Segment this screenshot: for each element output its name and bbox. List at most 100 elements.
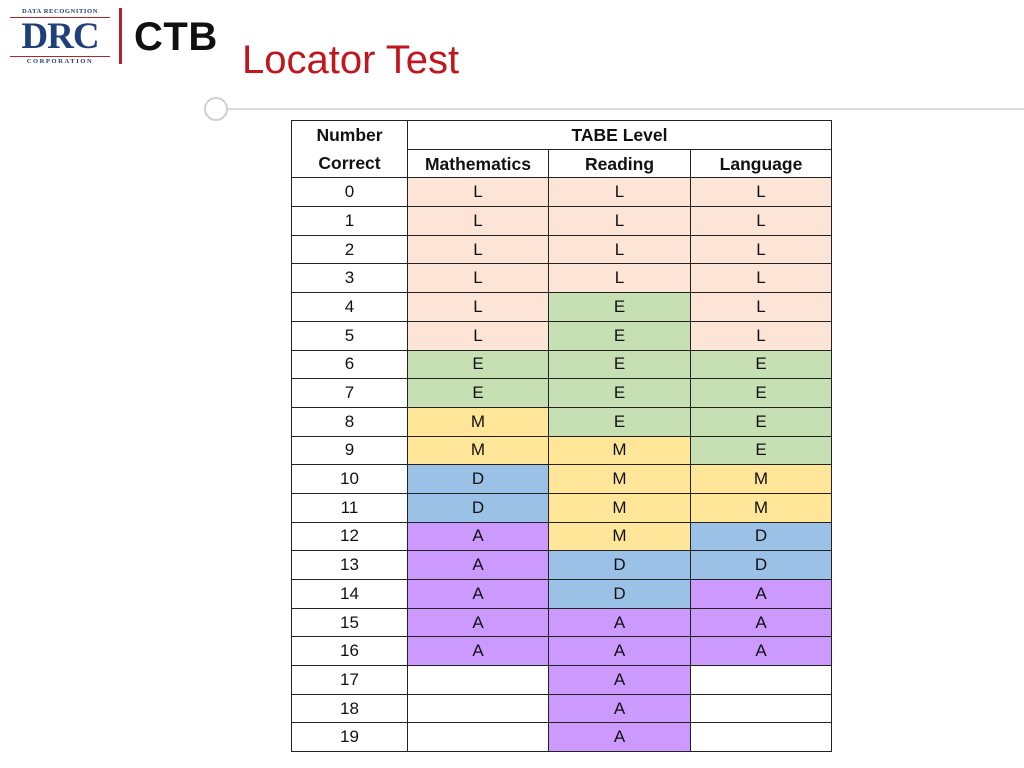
table-row: 15 A A A: [291, 607, 832, 638]
reading-level-cell: A: [548, 722, 691, 753]
ctb-logo-text: CTB: [134, 15, 218, 59]
mathematics-level-cell: A: [407, 607, 549, 638]
title-divider-circle: [204, 97, 228, 121]
language-level-cell: E: [690, 378, 832, 408]
title-divider-line: [216, 108, 1024, 110]
drc-logo-bottom-rule: [10, 56, 110, 57]
number-correct-cell: 6: [291, 349, 408, 380]
mathematics-level-cell: L: [407, 177, 549, 208]
reading-level-cell: M: [548, 521, 691, 552]
number-correct-cell: 11: [291, 492, 408, 523]
number-correct-cell: 9: [291, 435, 408, 466]
header-language: Language: [690, 148, 832, 179]
reading-level-cell: M: [548, 492, 691, 523]
number-correct-cell: 4: [291, 292, 408, 322]
language-level-cell: M: [690, 492, 832, 523]
language-level-cell: D: [690, 521, 832, 552]
language-level-cell: L: [690, 234, 832, 265]
table-row: 14 A D A: [291, 579, 832, 609]
reading-level-cell: E: [548, 378, 691, 408]
number-correct-cell: 15: [291, 607, 408, 638]
number-correct-cell: 16: [291, 636, 408, 667]
language-level-cell: L: [690, 206, 832, 236]
language-level-cell: E: [690, 435, 832, 466]
mathematics-level-cell: L: [407, 263, 549, 294]
number-correct-cell: 0: [291, 177, 408, 208]
drc-logo-top-text: DATA RECOGNITION: [22, 8, 98, 15]
reading-level-cell: E: [548, 406, 691, 437]
number-correct-cell: 13: [291, 550, 408, 580]
reading-level-cell: D: [548, 550, 691, 580]
mathematics-level-cell: L: [407, 292, 549, 322]
number-correct-cell: 18: [291, 693, 408, 724]
language-level-cell: [690, 665, 832, 695]
reading-level-cell: E: [548, 320, 691, 351]
mathematics-level-cell: L: [407, 206, 549, 236]
reading-level-cell: A: [548, 665, 691, 695]
language-level-cell: E: [690, 406, 832, 437]
mathematics-level-cell: L: [407, 320, 549, 351]
mathematics-level-cell: E: [407, 349, 549, 380]
mathematics-level-cell: L: [407, 234, 549, 265]
language-level-cell: L: [690, 177, 832, 208]
locator-table: Number TABE Level Correct Mathematics Re…: [291, 120, 832, 753]
table-row: 13 A D D: [291, 550, 832, 580]
number-correct-cell: 19: [291, 722, 408, 753]
reading-level-cell: D: [548, 579, 691, 609]
locator-table-header: Number TABE Level Correct Mathematics Re…: [291, 120, 832, 179]
header-mathematics: Mathematics: [407, 148, 549, 179]
table-row: 11 D M M: [291, 492, 832, 523]
header-number: Number: [291, 120, 408, 150]
reading-level-cell: L: [548, 234, 691, 265]
mathematics-level-cell: A: [407, 521, 549, 552]
language-level-cell: D: [690, 550, 832, 580]
drc-logo-top-rule: [10, 17, 110, 18]
language-level-cell: A: [690, 579, 832, 609]
language-level-cell: [690, 722, 832, 753]
number-correct-cell: 12: [291, 521, 408, 552]
language-level-cell: M: [690, 464, 832, 494]
mathematics-level-cell: E: [407, 378, 549, 408]
number-correct-cell: 7: [291, 378, 408, 408]
header-correct: Correct: [291, 149, 408, 179]
table-row: 10 D M M: [291, 464, 832, 494]
mathematics-level-cell: [407, 722, 549, 753]
reading-level-cell: M: [548, 435, 691, 466]
number-correct-cell: 5: [291, 320, 408, 351]
reading-level-cell: L: [548, 263, 691, 294]
number-correct-cell: 8: [291, 406, 408, 437]
language-level-cell: A: [690, 636, 832, 667]
table-row: 12 A M D: [291, 521, 832, 552]
drc-logo-bottom-text: CORPORATION: [26, 58, 94, 65]
page-title: Locator Test: [242, 38, 460, 82]
mathematics-level-cell: M: [407, 406, 549, 437]
reading-level-cell: A: [548, 607, 691, 638]
mathematics-level-cell: M: [407, 435, 549, 466]
number-correct-cell: 14: [291, 579, 408, 609]
reading-level-cell: E: [548, 349, 691, 380]
number-correct-cell: 1: [291, 206, 408, 236]
mathematics-level-cell: [407, 665, 549, 695]
number-correct-cell: 3: [291, 263, 408, 294]
logo-divider: [119, 8, 122, 64]
reading-level-cell: L: [548, 177, 691, 208]
table-row: 19 A: [291, 722, 832, 753]
number-correct-cell: 10: [291, 464, 408, 494]
number-correct-cell: 17: [291, 665, 408, 695]
number-correct-cell: 2: [291, 234, 408, 265]
header-reading: Reading: [548, 148, 691, 179]
table-row: 16 A A A: [291, 636, 832, 667]
language-level-cell: E: [690, 349, 832, 380]
language-level-cell: L: [690, 263, 832, 294]
